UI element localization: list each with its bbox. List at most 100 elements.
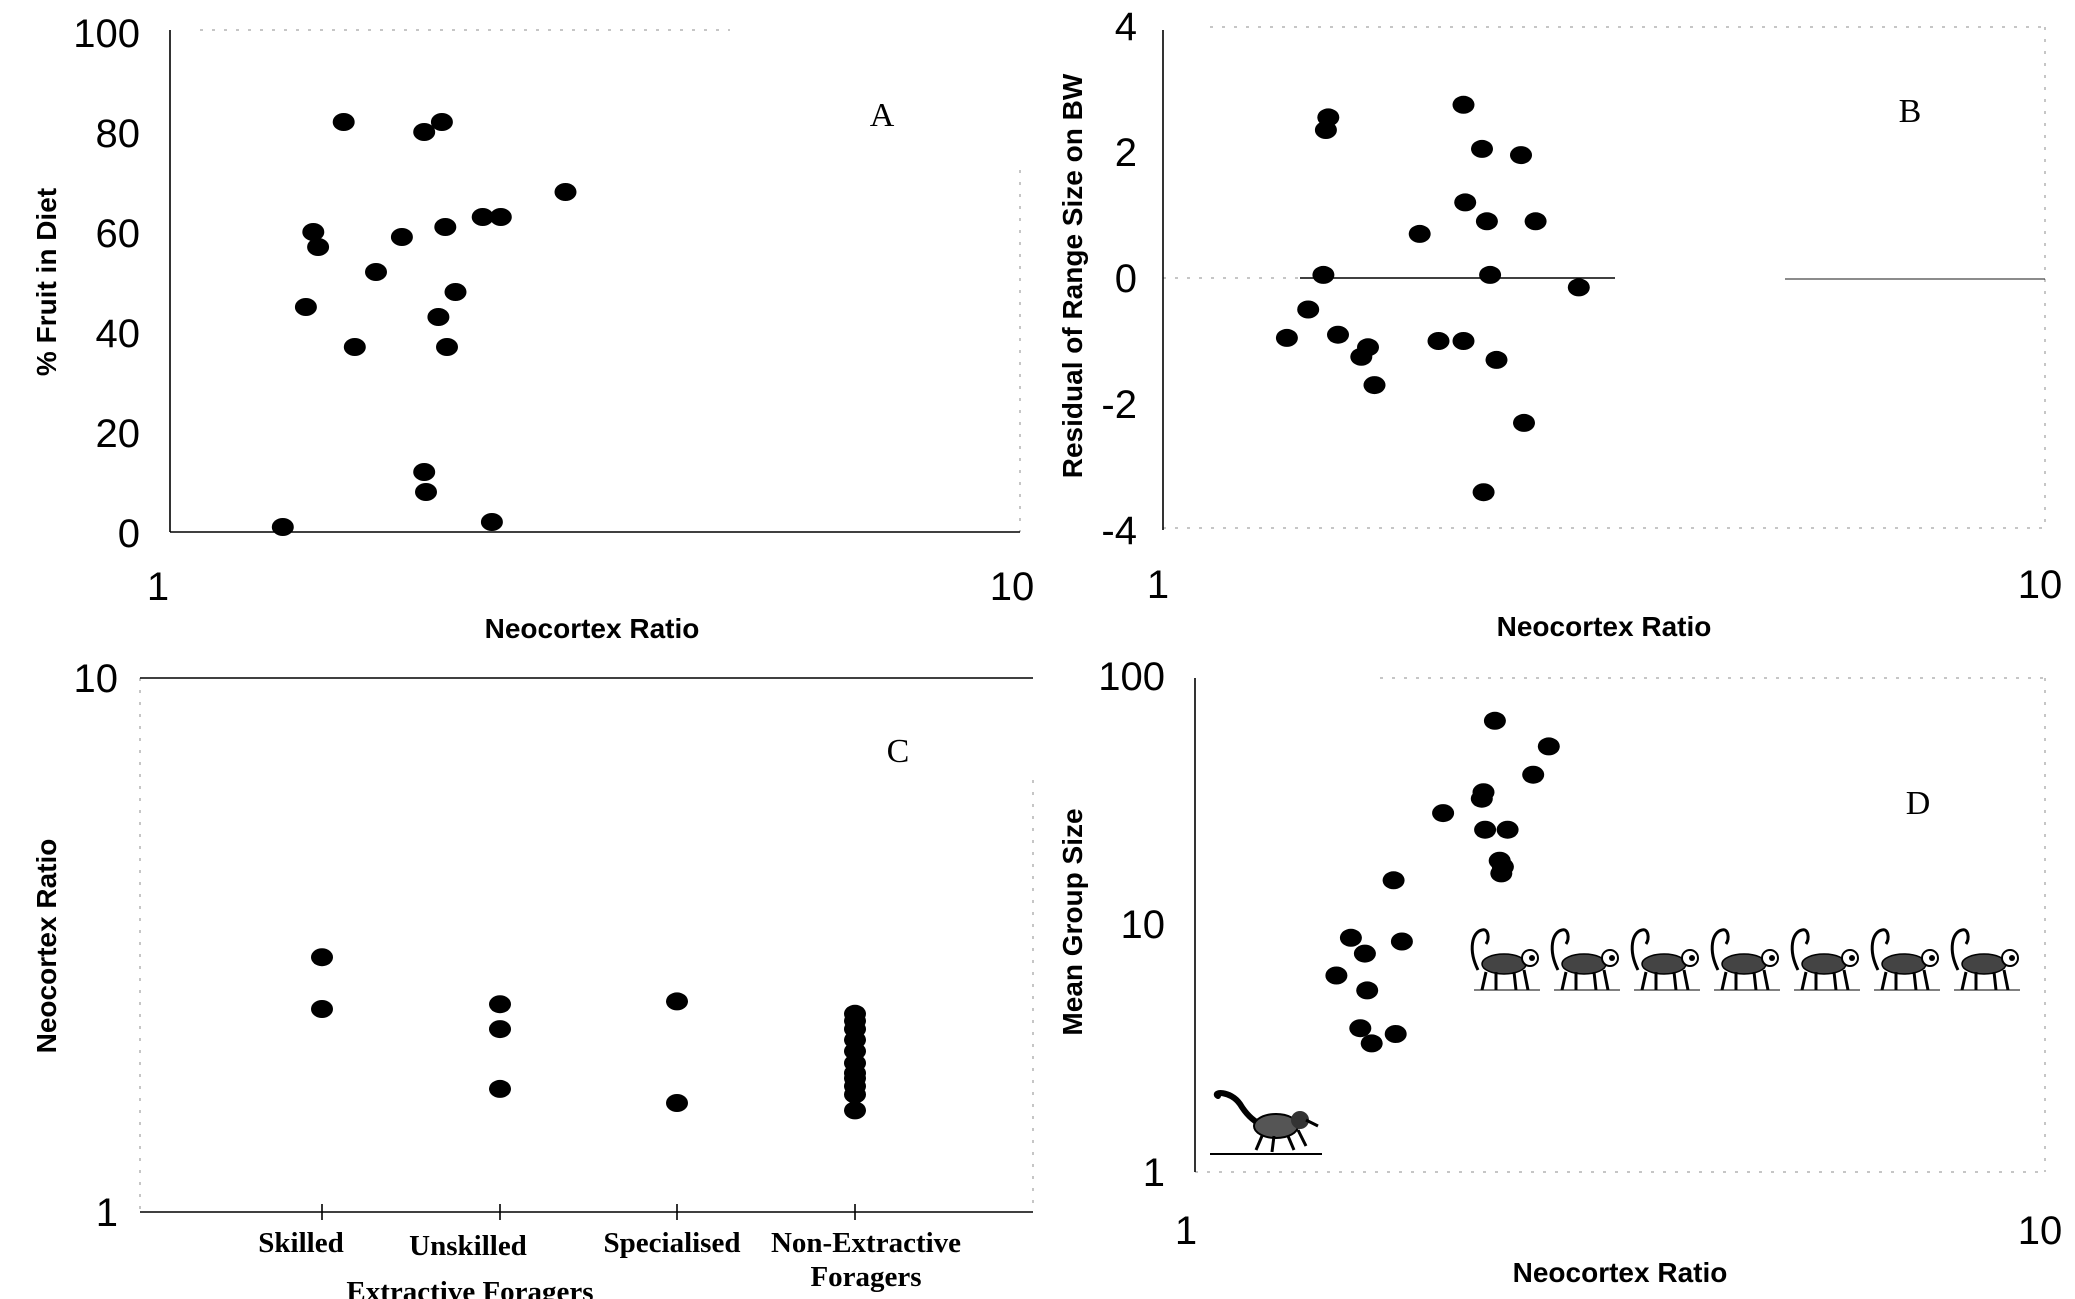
panel-a-y-tick: 40 xyxy=(96,312,141,356)
panel-b-data-point xyxy=(1275,328,1298,347)
panel-d-x-tick: 10 xyxy=(2018,1209,2063,1253)
panel-c-data-point xyxy=(489,1020,511,1039)
monkey-icon xyxy=(1550,928,1622,992)
panel-b-data-point xyxy=(1567,278,1590,297)
panel-a-data-point xyxy=(271,518,294,536)
panel-b-data-point xyxy=(1357,338,1379,357)
panel-b-data-point xyxy=(1524,212,1547,231)
panel-d-y-tick: 10 xyxy=(1121,903,1166,947)
panel-c: 1 10 Skilled Unskilled Specialised Non-E… xyxy=(31,657,1034,1299)
panel-d-data-point xyxy=(1474,820,1497,839)
panel-d-data-point xyxy=(1496,820,1519,839)
panel-c-category-label: Specialised xyxy=(604,1227,741,1259)
panel-a-data-point xyxy=(294,298,317,316)
panel-b-y-label: Residual of Range Size on BW xyxy=(1057,73,1088,478)
panel-a-x-tick: 10 xyxy=(990,565,1035,609)
panel-d-data-point xyxy=(1356,981,1379,1000)
panel-c-data-point xyxy=(311,948,333,967)
monkey-icon xyxy=(1470,928,1542,992)
panel-c-data-point xyxy=(666,1094,688,1112)
panel-a-y-tick: 20 xyxy=(96,412,141,456)
panel-a-data-point xyxy=(413,463,436,481)
panel-d-points xyxy=(1325,711,1560,1053)
panel-a-data-point xyxy=(302,223,325,241)
panel-a-y-tick: 0 xyxy=(118,512,140,556)
panel-a-data-point xyxy=(489,208,512,226)
panel-b-data-point xyxy=(1452,95,1475,114)
monkey-icon xyxy=(1630,928,1702,992)
panel-d-data-point xyxy=(1537,737,1560,756)
panel-b-letter: B xyxy=(1899,93,1922,130)
panel-b-data-point xyxy=(1317,108,1340,127)
panel-c-y-tick: 1 xyxy=(96,1191,118,1235)
panel-d-data-point xyxy=(1339,928,1362,947)
panel-a-data-point xyxy=(554,183,577,201)
panel-c-data-point xyxy=(489,995,511,1014)
panel-a-data-point xyxy=(427,308,450,326)
panel-b-x-label: Neocortex Ratio xyxy=(1497,611,1712,642)
panel-d-data-point xyxy=(1470,789,1493,808)
panel-c-category-label: Skilled xyxy=(258,1227,343,1259)
panel-b-data-point xyxy=(1513,413,1535,432)
panel-b-y-tick: 2 xyxy=(1115,131,1137,175)
panel-b: -4 -2 0 2 4 1 10 Neocortex Ratio Residua… xyxy=(1057,5,2062,642)
panel-a-data-point xyxy=(444,283,467,301)
panel-a-data-point xyxy=(307,238,330,256)
panel-d-y-tick: 1 xyxy=(1143,1151,1165,1195)
panel-d-data-point xyxy=(1360,1034,1383,1053)
panel-d-y-tick: 100 xyxy=(1098,655,1165,699)
monkey-icon xyxy=(1870,928,1942,992)
lemur-icon xyxy=(1210,1090,1322,1155)
panel-a-letter: A xyxy=(870,97,895,134)
panel-b-y-tick: 4 xyxy=(1115,5,1137,49)
panel-b-data-point xyxy=(1485,350,1508,369)
panel-d-letter: D xyxy=(1906,785,1931,822)
panel-c-data-point xyxy=(844,1085,866,1104)
panel-b-y-tick: 0 xyxy=(1115,257,1137,301)
monkey-icon xyxy=(1950,928,2022,992)
panel-d-data-point xyxy=(1349,1019,1372,1038)
panel-d-data-point xyxy=(1384,1025,1407,1043)
panel-d: 1 10 100 1 10 Neocortex Ratio Mean Group… xyxy=(1057,655,2062,1288)
panel-d-data-point xyxy=(1522,765,1545,784)
panel-a-data-point xyxy=(480,513,503,531)
panel-a-data-point xyxy=(471,208,494,226)
panel-c-data-point xyxy=(311,1000,333,1018)
panel-c-group-label: Extractive Foragers xyxy=(346,1276,593,1299)
panel-d-y-label: Mean Group Size xyxy=(1057,808,1088,1035)
panel-d-data-point xyxy=(1382,871,1405,890)
panel-a-data-point xyxy=(413,123,436,141)
panel-a-y-tick: 80 xyxy=(96,112,141,156)
panel-a-data-point xyxy=(430,113,453,131)
panel-a-data-point xyxy=(332,113,355,131)
panel-a-y-tick: 100 xyxy=(73,12,140,56)
monkey-icon xyxy=(1710,928,1782,992)
panel-d-x-tick: 1 xyxy=(1175,1209,1197,1253)
panel-b-data-point xyxy=(1427,332,1450,350)
panel-b-data-point xyxy=(1479,265,1502,284)
panel-c-category-label: Unskilled xyxy=(409,1230,527,1262)
panel-b-x-tick: 1 xyxy=(1147,563,1169,607)
panel-d-data-point xyxy=(1491,857,1514,876)
panel-b-points xyxy=(1275,95,1590,502)
panel-b-x-tick: 10 xyxy=(2018,563,2063,607)
panel-c-y-tick: 10 xyxy=(74,657,119,701)
panel-b-data-point xyxy=(1472,483,1495,502)
panel-b-data-point xyxy=(1327,325,1349,344)
panel-a-x-label: Neocortex Ratio xyxy=(485,613,700,644)
panel-a-y-label: % Fruit in Diet xyxy=(31,188,62,376)
panel-d-data-point xyxy=(1483,711,1506,730)
panel-c-y-label: Neocortex Ratio xyxy=(31,839,62,1054)
panel-a-data-point xyxy=(434,218,457,236)
panel-c-points xyxy=(311,948,866,1120)
panel-b-data-point xyxy=(1454,193,1477,212)
panel-c-letter: C xyxy=(887,733,910,770)
panel-a-data-point xyxy=(415,483,437,501)
panel-a-data-point xyxy=(343,338,366,356)
panel-c-data-point xyxy=(666,992,688,1011)
monkey-icon xyxy=(1790,928,1862,992)
panel-a-points xyxy=(271,113,577,536)
panel-b-data-point xyxy=(1363,376,1386,395)
panel-c-data-point xyxy=(844,1101,866,1120)
